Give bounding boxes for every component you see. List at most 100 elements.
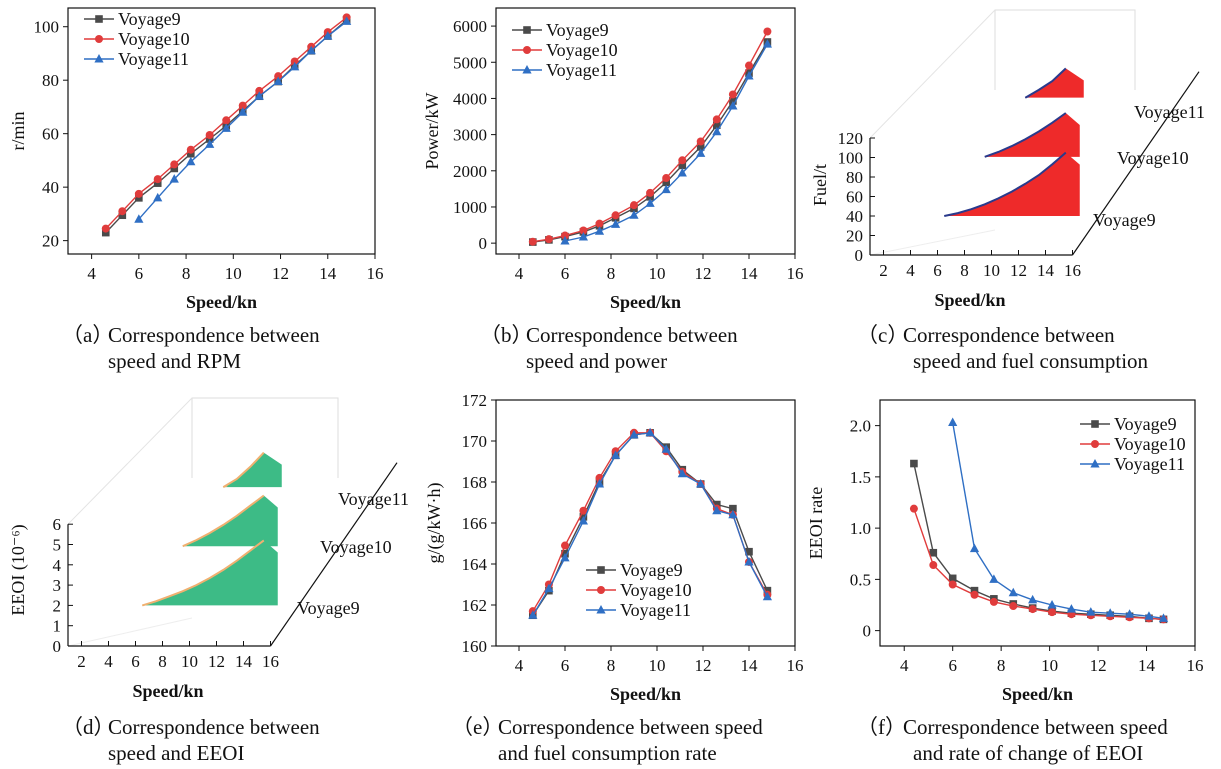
caption-e-line2: and fuel consumption rate (498, 741, 717, 765)
data-point (118, 211, 127, 220)
data-point (1105, 608, 1115, 617)
caption-d-line1: Correspondence between (108, 715, 320, 739)
x-tick-label: 6 (561, 264, 570, 283)
back-frame (191, 397, 339, 478)
legend-marker (597, 586, 605, 594)
data-point (948, 417, 958, 427)
depth-guide (67, 617, 193, 647)
y-tick-label: 5000 (453, 53, 487, 72)
area-voyage9 (944, 152, 1080, 216)
data-point (1008, 587, 1018, 597)
data-point (342, 16, 352, 25)
caption-f-line1: Correspondence between speed (903, 715, 1168, 739)
y-tick-label: 170 (462, 432, 488, 451)
data-point (970, 586, 979, 595)
data-point (696, 479, 706, 488)
x-axis-label: Speed/kn (1002, 684, 1073, 704)
data-point (205, 135, 214, 143)
data-point (989, 574, 999, 583)
legend-marker (523, 46, 531, 54)
data-point (1009, 602, 1018, 611)
y-tick-label: 172 (462, 391, 488, 410)
data-point (290, 61, 300, 71)
data-point (948, 580, 957, 589)
data-point (101, 228, 110, 237)
series-label: Voyage9 (1093, 210, 1156, 230)
caption-a: （a）Correspondence between speed and RPM (62, 322, 320, 374)
y-tick-label: 20 (846, 227, 863, 246)
x-tick-label: 4 (104, 652, 113, 671)
data-point (989, 597, 998, 606)
caption-c-line2: speed and fuel consumption (913, 349, 1149, 373)
data-point (169, 174, 179, 183)
caption-a-label: （a） (62, 323, 114, 347)
x-tick-label: 12 (1010, 261, 1027, 280)
legend-marker (95, 15, 103, 23)
x-tick-label: 6 (131, 652, 140, 671)
x-tick-label: 14 (319, 264, 337, 283)
x-tick-label: 6 (135, 264, 144, 283)
depth-guide (869, 9, 996, 139)
legend-marker (596, 605, 606, 614)
y-tick-label: 168 (462, 473, 488, 492)
data-point (323, 31, 333, 40)
x-tick-label: 10 (649, 656, 666, 675)
data-point (696, 137, 705, 146)
y-tick-label: 162 (462, 596, 488, 615)
y-tick-label: 2000 (453, 162, 487, 181)
data-point (290, 57, 299, 66)
y-tick-label: 100 (34, 18, 60, 37)
x-tick-label: 16 (1187, 656, 1204, 675)
data-point (1086, 607, 1096, 616)
y-tick-label: 0 (863, 622, 872, 641)
x-tick-label: 14 (741, 656, 759, 675)
data-point (729, 504, 737, 513)
y-axis-label: r/min (8, 112, 28, 151)
data-point (661, 184, 671, 194)
caption-e: （e）Correspondence between speed and fuel … (452, 714, 763, 766)
series-line-voyage9 (913, 463, 1164, 621)
data-point (629, 210, 639, 219)
caption-e-line1: Correspondence between speed (498, 715, 763, 739)
x-tick-label: 14 (235, 652, 253, 671)
area-base (984, 155, 989, 158)
legend-marker (1090, 459, 1100, 468)
legend-label: Voyage11 (546, 60, 617, 80)
plot-frame (879, 399, 1196, 647)
data-point (186, 145, 195, 154)
y-tick-label: 1.5 (850, 468, 871, 487)
y-tick-label: 0.5 (850, 570, 871, 589)
x-tick-label: 4 (515, 264, 524, 283)
data-point (629, 429, 639, 439)
x-axis-label: Speed/kn (186, 292, 257, 312)
data-point (970, 590, 979, 599)
y-axis-label: EEOI (10⁻⁶) (8, 524, 29, 615)
legend-label: Voyage9 (1114, 414, 1177, 434)
y-tick-label: 0 (53, 637, 62, 656)
data-point (578, 231, 588, 241)
x-tick-label: 12 (1090, 656, 1107, 675)
depth-guide (869, 229, 996, 256)
data-point (1047, 600, 1057, 609)
data-point (170, 160, 179, 169)
legend-label: Voyage10 (620, 580, 692, 600)
data-point (630, 201, 638, 210)
plot-frame (67, 7, 376, 255)
y-tick-label: 40 (846, 207, 863, 226)
data-point (153, 192, 163, 202)
x-tick-label: 10 (1041, 656, 1058, 675)
legend-label: Voyage11 (1114, 454, 1185, 474)
legend-label: Voyage9 (546, 20, 609, 40)
y-axis-label: Power/kW (422, 92, 442, 169)
data-point (696, 143, 705, 151)
data-point (763, 27, 772, 36)
legend-label: Voyage10 (546, 40, 618, 60)
x-axis-label: Speed/kn (934, 290, 1005, 310)
caption-d-label: （d） (62, 715, 115, 739)
y-tick-label: 40 (42, 178, 59, 197)
x-tick-label: 10 (983, 261, 1000, 280)
series-label: Voyage9 (297, 598, 360, 618)
legend-label: Voyage10 (1114, 434, 1186, 454)
x-tick-label: 2 (879, 261, 888, 280)
